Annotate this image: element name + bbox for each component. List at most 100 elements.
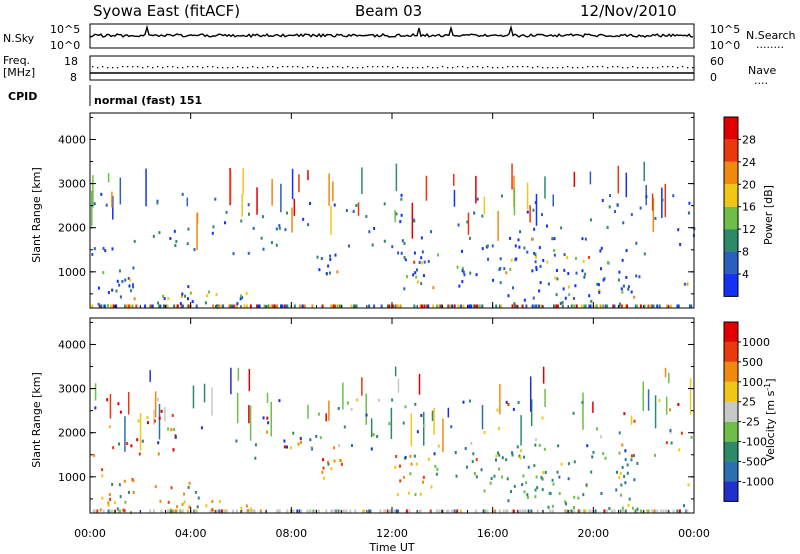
echo-cell (172, 448, 175, 452)
echo-cell (130, 289, 133, 293)
echo-streak (651, 193, 654, 211)
colorbar-tick-label: -100 (742, 436, 767, 449)
echo-cell (427, 457, 430, 461)
echo-cell (662, 509, 665, 513)
echo-streak (390, 407, 393, 440)
echo-cell (127, 304, 130, 308)
echo-cell (197, 496, 200, 500)
echo-cell (408, 491, 411, 495)
echo-cell (430, 230, 433, 234)
echo-cell (687, 483, 690, 487)
y-tick-label: 4000 (58, 338, 86, 351)
freq-dot (567, 66, 569, 68)
freq-dot (247, 67, 249, 69)
echo-cell (258, 304, 261, 308)
echo-cell (656, 509, 659, 513)
echo-streak (153, 409, 155, 425)
echo-cell (526, 250, 529, 254)
echo-cell (609, 194, 612, 198)
echo-streak (483, 196, 486, 215)
echo-cell (395, 509, 398, 513)
echo-cell (626, 463, 629, 467)
freq-dot (687, 67, 689, 69)
echo-cell (560, 226, 563, 230)
echo-cell (217, 509, 220, 513)
echo-cell (181, 502, 184, 506)
echo-cell (590, 470, 593, 474)
echo-cell (124, 278, 127, 282)
echo-cell (403, 241, 406, 245)
freq-dot (202, 67, 204, 69)
echo-cell (228, 304, 231, 308)
echo-cell (343, 425, 346, 429)
x-tick-label: 08:00 (275, 527, 307, 540)
echo-cell (612, 304, 615, 308)
echo-cell (100, 192, 103, 196)
echo-cell (583, 275, 586, 279)
echo-cell (483, 489, 486, 493)
echo-cell (146, 415, 149, 419)
echo-cell (233, 304, 236, 308)
colorbar-segment (724, 273, 738, 297)
echo-cell (380, 304, 383, 308)
echo-cell (342, 509, 345, 513)
echo-cell (582, 493, 585, 497)
echo-cell (325, 509, 328, 513)
echo-cell (132, 479, 135, 483)
echo-cell (195, 509, 198, 513)
echo-cell (420, 413, 423, 417)
echo-cell (347, 244, 350, 248)
plot-title: Syowa East (fitACF) (93, 2, 240, 20)
echo-cell (218, 509, 221, 513)
echo-cell (301, 304, 304, 308)
echo-streak (196, 212, 199, 224)
echo-cell (602, 278, 605, 282)
freq-dot (682, 66, 684, 68)
echo-cell (153, 419, 156, 423)
echo-cell (257, 304, 260, 308)
echo-cell (517, 400, 520, 404)
echo-cell (354, 509, 357, 513)
echo-cell (453, 509, 456, 513)
echo-cell (521, 304, 524, 308)
echo-cell (309, 201, 312, 205)
echo-cell (326, 460, 329, 464)
freq-dot (297, 66, 299, 68)
echo-cell (534, 201, 537, 205)
echo-cell (588, 294, 591, 298)
echo-cell (413, 454, 416, 458)
echo-cell (329, 257, 332, 261)
echo-cell (446, 509, 449, 513)
echo-cell (271, 304, 274, 308)
echo-cell (575, 271, 578, 275)
echo-streak (544, 389, 546, 407)
echo-cell (661, 198, 664, 202)
echo-cell (590, 299, 593, 303)
echo-cell (259, 509, 262, 513)
echo-cell (606, 225, 609, 229)
echo-cell (266, 416, 269, 420)
echo-cell (291, 509, 294, 513)
echo-cell (665, 509, 668, 513)
echo-cell (158, 416, 161, 420)
power-ylabel: Slant Range [km] (30, 167, 43, 263)
echo-cell (420, 236, 423, 240)
echo-streak (654, 395, 657, 429)
echo-cell (172, 428, 175, 432)
echo-cell (688, 304, 691, 308)
echo-cell (682, 504, 685, 508)
echo-streak (529, 376, 532, 412)
echo-cell (529, 509, 532, 513)
echo-cell (118, 269, 121, 273)
echo-cell (241, 295, 244, 299)
freq-dot (582, 67, 584, 69)
echo-cell (102, 509, 105, 513)
echo-cell (570, 304, 573, 308)
echo-cell (256, 304, 259, 308)
colorbar-tick-label: 25 (742, 396, 756, 409)
echo-cell (462, 304, 465, 308)
echo-cell (129, 304, 132, 308)
echo-cell (239, 297, 242, 301)
echo-cell (601, 198, 604, 202)
echo-cell (643, 304, 646, 308)
